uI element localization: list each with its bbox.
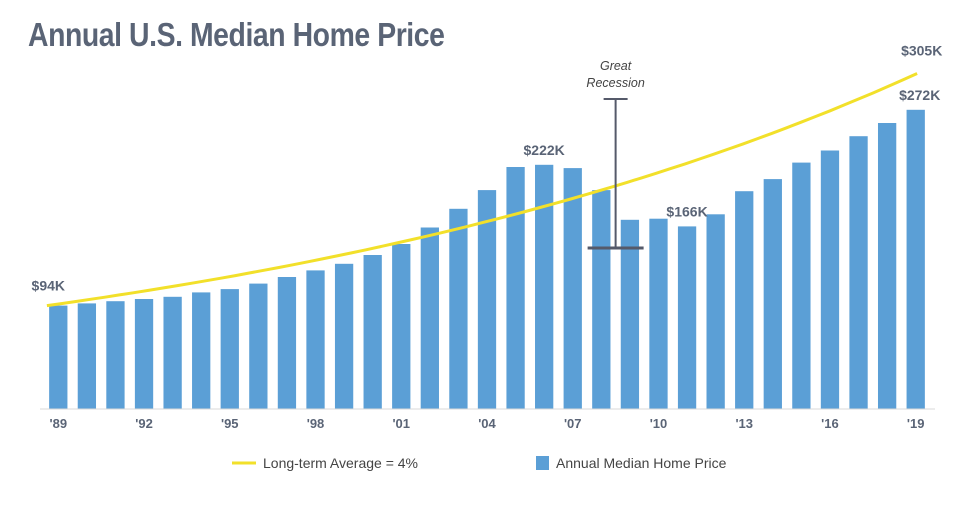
x-tick-04: '04 xyxy=(478,416,496,431)
bar-00 xyxy=(363,255,382,409)
bars-group xyxy=(49,109,925,410)
bar-91 xyxy=(106,301,125,409)
trend-group xyxy=(46,72,918,308)
bar-14 xyxy=(763,179,782,409)
bar-10 xyxy=(649,218,668,409)
bar-08 xyxy=(592,190,611,409)
bar-16 xyxy=(820,150,840,409)
x-tick-13: '13 xyxy=(735,416,753,431)
legend-bar-swatch xyxy=(536,456,549,470)
recession-label-line-1: Great xyxy=(600,59,632,73)
x-tick-labels-group: '89 '92 '95 '98 '01 '04 '07 '10 '13 '16 '19 xyxy=(50,416,925,431)
data-label-305k: $305K xyxy=(901,43,942,59)
bar-02 xyxy=(420,227,439,409)
legend-label-trend: Long-term Average = 4% xyxy=(263,455,418,471)
x-tick-16: '16 xyxy=(821,416,839,431)
bar-06 xyxy=(535,164,554,409)
chart-title: Annual U.S. Median Home Price xyxy=(28,16,445,53)
data-label-94k: $94K xyxy=(32,278,65,294)
annotation-group: Great Recession xyxy=(586,59,645,250)
bar-89 xyxy=(49,305,68,409)
bar-11 xyxy=(677,226,697,409)
bar-97 xyxy=(277,277,297,409)
bar-95 xyxy=(220,289,239,409)
data-labels-group: $94K $222K $166K $305K $272K xyxy=(32,43,943,294)
bar-05 xyxy=(506,167,525,409)
bar-12 xyxy=(706,214,725,409)
bar-19 xyxy=(906,109,925,410)
bar-92 xyxy=(134,299,154,409)
x-tick-89: '89 xyxy=(50,416,68,431)
legend-label-bars: Annual Median Home Price xyxy=(556,455,727,471)
bar-01 xyxy=(392,244,411,409)
bar-13 xyxy=(735,191,754,409)
x-tick-19: '19 xyxy=(907,416,925,431)
bar-98 xyxy=(306,270,325,409)
bar-17 xyxy=(849,136,868,409)
bar-09 xyxy=(620,219,640,409)
legend: Long-term Average = 4% Annual Median Hom… xyxy=(232,455,727,471)
bar-15 xyxy=(792,162,811,409)
bar-93 xyxy=(163,296,182,409)
x-tick-07: '07 xyxy=(564,416,582,431)
bar-18 xyxy=(877,123,897,409)
data-label-272k: $272K xyxy=(899,87,940,103)
x-tick-10: '10 xyxy=(650,416,668,431)
recession-label-line-2: Recession xyxy=(586,76,644,90)
bar-07 xyxy=(563,168,582,409)
data-label-222k: $222K xyxy=(524,142,565,158)
bar-99 xyxy=(334,263,354,409)
trend-line xyxy=(46,72,918,308)
x-tick-98: '98 xyxy=(307,416,325,431)
bar-04 xyxy=(477,190,497,409)
bar-90 xyxy=(77,303,97,409)
bar-94 xyxy=(192,292,211,409)
x-tick-01: '01 xyxy=(392,416,410,431)
bar-03 xyxy=(449,208,468,409)
x-tick-95: '95 xyxy=(221,416,239,431)
bar-96 xyxy=(249,283,268,409)
data-label-166k: $166K xyxy=(666,203,707,219)
x-tick-92: '92 xyxy=(135,416,153,431)
